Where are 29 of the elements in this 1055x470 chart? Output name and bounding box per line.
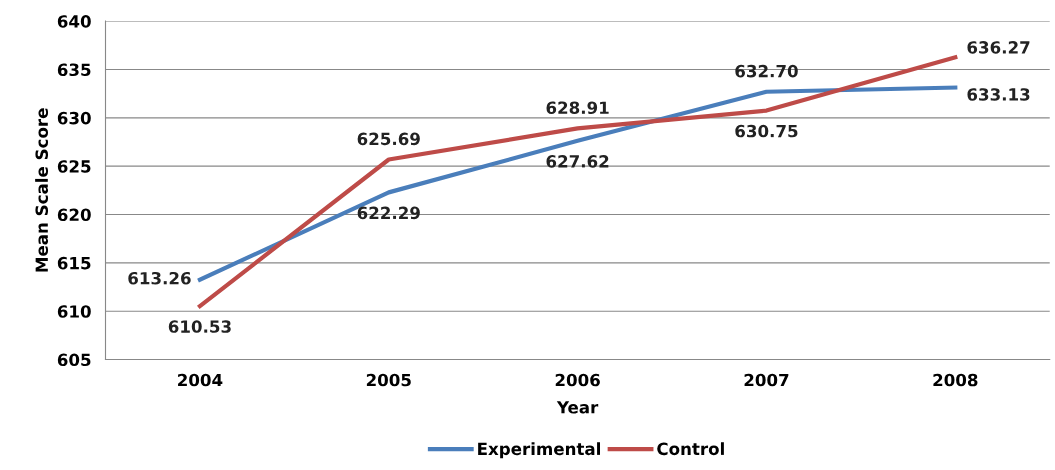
x-tick-label: 2007 — [744, 373, 789, 387]
line-series — [197, 85, 958, 282]
y-tick-label: 640 — [57, 15, 91, 28]
data-label: 613.26 — [128, 271, 191, 285]
y-tick-label: 610 — [57, 305, 91, 318]
data-label: 625.69 — [357, 132, 420, 146]
y-tick-label: 635 — [57, 63, 91, 77]
y-tick-label: 615 — [57, 256, 91, 270]
x-axis-title: Year — [556, 401, 599, 414]
y-tick-label: 625 — [57, 160, 91, 173]
data-label: 627.62 — [546, 155, 609, 168]
data-label: 633.13 — [967, 88, 1030, 101]
data-label: 632.70 — [735, 64, 798, 78]
y-axis-title: Mean Scale Score — [35, 108, 49, 272]
line-series — [197, 55, 958, 309]
data-label: 636.27 — [967, 41, 1030, 54]
y-tick-label: 620 — [57, 208, 91, 222]
x-tick-label: 2005 — [366, 373, 411, 387]
x-tick-label: 2006 — [555, 373, 600, 387]
x-tick-label: 2008 — [933, 373, 978, 387]
legend-label: Experimental — [478, 442, 600, 459]
y-tick-label: 630 — [57, 111, 91, 125]
data-label: 628.91 — [546, 101, 609, 115]
data-label: 610.53 — [168, 320, 231, 333]
data-label: 630.75 — [735, 124, 798, 138]
y-tick-label: 605 — [57, 353, 91, 367]
legend-label: Control — [657, 442, 724, 456]
x-tick-label: 2004 — [178, 373, 223, 387]
data-label: 622.29 — [357, 206, 420, 220]
